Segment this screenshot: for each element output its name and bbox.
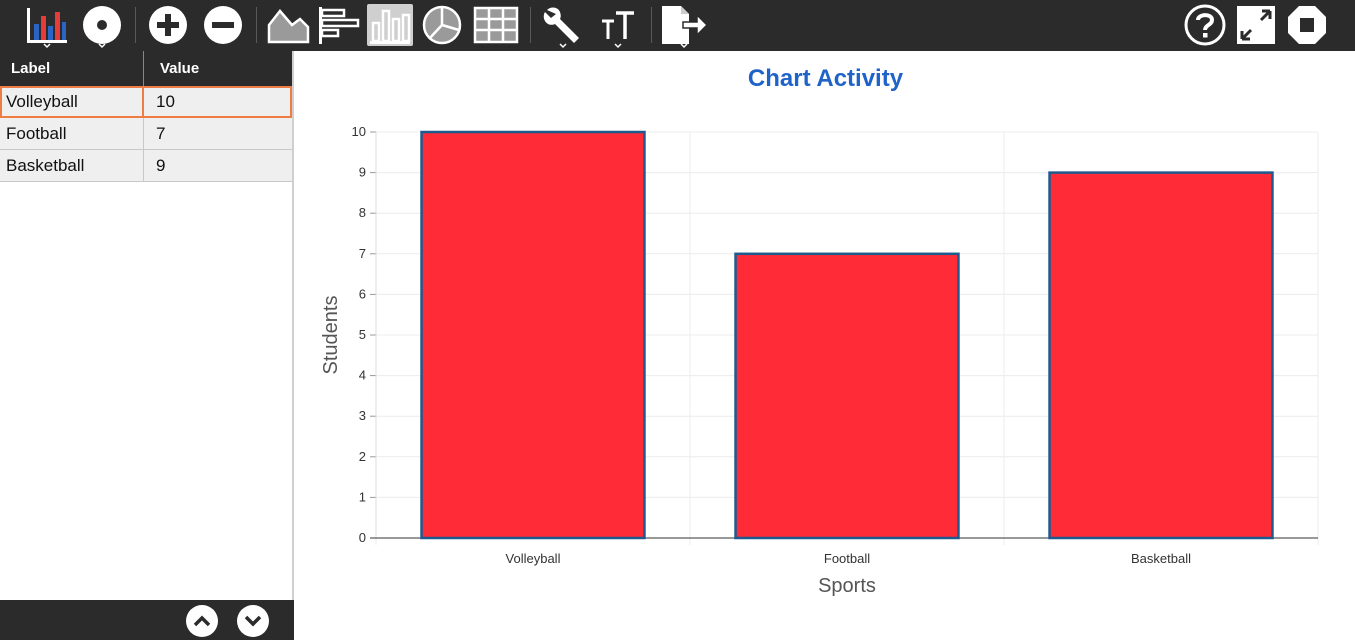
chevron-down-icon: [98, 43, 106, 49]
help-icon: [1184, 4, 1226, 46]
scroll-down-button[interactable]: [237, 605, 269, 637]
label-cell[interactable]: Volleyball: [0, 86, 144, 117]
wrench-icon: [543, 7, 579, 43]
y-tick-label: 2: [359, 449, 366, 464]
text-size-button[interactable]: [596, 4, 640, 49]
expand-icon: [1237, 6, 1275, 44]
x-axis-title: Sports: [818, 575, 876, 597]
area-chart-icon: [267, 9, 310, 44]
minus-circle-icon: [204, 6, 242, 44]
vertical-bar-icon: [370, 9, 411, 44]
x-tick-label: Volleyball: [506, 551, 561, 566]
x-tick-label: Basketball: [1131, 551, 1191, 566]
table-header: Label Value: [0, 51, 292, 86]
toolbar-separator: [530, 7, 531, 43]
chevron-down-icon: [680, 43, 688, 49]
table-row[interactable]: Football 7: [0, 118, 292, 150]
help-button[interactable]: [1183, 4, 1227, 46]
toolbar-separator: [651, 7, 652, 43]
export-button[interactable]: [658, 4, 710, 49]
horizontal-bar-icon: [319, 7, 360, 44]
text-size-icon: [602, 11, 634, 39]
table-view-button[interactable]: [472, 4, 520, 46]
table-row[interactable]: Volleyball 10: [0, 86, 292, 118]
label-cell[interactable]: Basketball: [0, 150, 144, 181]
chart-title: Chart Activity: [747, 65, 904, 92]
y-tick-label: 1: [359, 489, 366, 504]
x-tick-label: Football: [824, 551, 870, 566]
pie-chart-icon: [422, 5, 462, 45]
bar-chart: 0 1 2 3 4 5 6 7 8 9 10 Volleyball Football Basketball…: [320, 124, 1319, 597]
y-axis-title: Students: [320, 296, 342, 375]
data-table-panel: Label Value Volleyball 10 Football 7 Bas…: [0, 51, 294, 640]
stop-icon: [1288, 6, 1326, 44]
y-tick-label: 0: [359, 530, 366, 545]
chevron-down-icon: [559, 43, 567, 49]
settings-button[interactable]: [540, 4, 586, 49]
chart-type-button[interactable]: [24, 4, 70, 49]
point-icon: [83, 6, 121, 44]
add-row-button[interactable]: [146, 4, 190, 46]
y-tick-label: 6: [359, 286, 366, 301]
grid-icon: [473, 6, 519, 44]
area-chart-button[interactable]: [265, 4, 311, 46]
vertical-bar-button[interactable]: [367, 4, 413, 46]
bar: [420, 130, 646, 540]
bar-chart-color-icon: [27, 8, 67, 43]
y-tick-label: 8: [359, 205, 366, 220]
value-cell[interactable]: 7: [156, 123, 166, 143]
bar: [734, 252, 960, 540]
export-icon: [662, 6, 709, 44]
y-tick-label: 9: [359, 165, 366, 180]
y-tick-label: 7: [359, 246, 366, 261]
label-column-header: Label: [0, 51, 144, 86]
horizontal-bar-button[interactable]: [316, 4, 362, 46]
point-style-button[interactable]: [80, 4, 124, 49]
label-cell[interactable]: Football: [0, 118, 144, 149]
fullscreen-button[interactable]: [1235, 4, 1277, 46]
value-column-header: Value: [160, 60, 200, 77]
y-tick-label: 4: [359, 368, 366, 383]
scroll-up-button[interactable]: [186, 605, 218, 637]
stop-button[interactable]: [1285, 4, 1329, 46]
value-cell[interactable]: 10: [156, 91, 175, 111]
chart-area: Chart Activity 0 1 2 3 4 5 6 7 8 9 10 Volleyball Foo…: [296, 51, 1355, 640]
bar: [1048, 171, 1274, 540]
table-pager: [0, 600, 294, 640]
chevron-down-icon: [43, 43, 51, 49]
toolbar-separator: [256, 7, 257, 43]
chevron-down-icon: [244, 615, 262, 627]
toolbar-separator: [135, 7, 136, 43]
table-row[interactable]: Basketball 9: [0, 150, 292, 182]
y-tick-label: 3: [359, 408, 366, 423]
pie-chart-button[interactable]: [419, 4, 465, 46]
y-tick-label: 5: [359, 327, 366, 342]
plus-circle-icon: [149, 6, 187, 44]
chevron-down-icon: [614, 43, 622, 49]
toolbar: [0, 0, 1355, 51]
remove-row-button[interactable]: [201, 4, 245, 46]
value-cell[interactable]: 9: [156, 155, 166, 175]
chevron-up-icon: [193, 615, 211, 627]
y-tick-label: 10: [352, 124, 366, 139]
